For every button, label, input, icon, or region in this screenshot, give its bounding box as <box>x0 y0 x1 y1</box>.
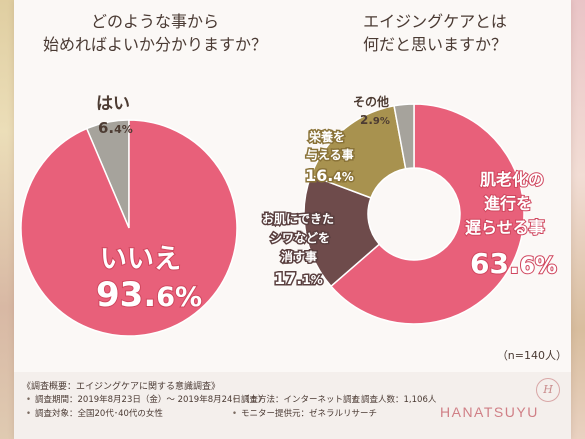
right-wrinkle-value-main: 17. <box>274 269 302 288</box>
left-no-label: いいえ <box>100 244 181 275</box>
right-donut-slice-0 <box>329 103 525 325</box>
survey-title: 《調査概要：エイジングケアに関する意識調査》 <box>22 382 221 392</box>
right-other-value: 2.9% <box>360 113 390 127</box>
survey-footer <box>14 372 571 439</box>
right-other-label: その他 <box>353 94 389 109</box>
right-donut-slice-1 <box>303 174 381 288</box>
right-chart-title: エイジングケアとは 何だと思いますか？ <box>300 10 570 56</box>
right-wrinkle-value: 17.1% <box>274 269 323 288</box>
right-nutrition-line1: 栄養を <box>308 129 345 144</box>
right-main-line3: 遅らせる事 <box>465 218 545 237</box>
right-wrinkle-value-small: 1% <box>302 273 322 287</box>
left-no-value-small: 6% <box>156 282 202 313</box>
right-wrinkle-line3: 消す事 <box>281 249 317 264</box>
right-main-line2: 進行を <box>484 194 532 213</box>
left-yes-label: はい <box>96 94 130 114</box>
right-main-value-small: 6% <box>520 254 557 279</box>
right-main-line1: 肌老化の <box>480 170 544 189</box>
survey-period: 調査期間：2019年8月23日（金）～ 2019年8月24日（土） <box>26 393 266 405</box>
right-nutrition-value-main: 16. <box>305 166 333 185</box>
left-yes-value-small: 4% <box>114 123 133 136</box>
right-main-value-main: 63. <box>470 247 520 280</box>
right-wrinkle-line2: シワなどを <box>270 231 330 245</box>
right-nutrition-line2: 与える事 <box>306 147 354 162</box>
right-other-value-small: 9% <box>373 116 390 127</box>
left-no-value-main: 93. <box>96 275 156 315</box>
left-pie-slice-0 <box>20 119 238 337</box>
left-yes-value: 6.4% <box>98 119 133 137</box>
left-title-text: どのような事から 始めればよいか分かりますか？ <box>42 12 267 54</box>
survey-target: 調査対象：全国20代･40代の女性 <box>26 407 163 419</box>
survey-method: 調査方法：インターネット調査 <box>232 393 360 405</box>
survey-count: 調査人数：1,106人 <box>352 393 436 405</box>
brand-logo-icon: H <box>536 378 560 402</box>
right-donut-chart <box>303 103 525 325</box>
right-title-text: エイジングケアとは 何だと思いますか？ <box>362 12 507 54</box>
sample-size-note: （n=140人） <box>496 349 567 362</box>
left-chart-title: どのような事から 始めればよいか分かりますか？ <box>30 10 280 56</box>
left-pie-chart <box>20 119 238 337</box>
right-donut-slice-3 <box>393 103 415 170</box>
left-yes-value-main: 6. <box>98 119 114 137</box>
brand-name: HANATSUYU <box>440 404 539 420</box>
right-wrinkle-line1: お肌にできた <box>262 211 334 226</box>
right-nutrition-value: 16.4% <box>305 166 354 185</box>
right-nutrition-value-small: 4% <box>333 170 353 184</box>
survey-provider: モニター提供元：ゼネラルリサーチ <box>232 407 377 419</box>
right-other-value-main: 2. <box>360 113 373 127</box>
right-main-value: 63.6% <box>470 247 557 280</box>
left-no-value: 93.6% <box>96 275 202 315</box>
